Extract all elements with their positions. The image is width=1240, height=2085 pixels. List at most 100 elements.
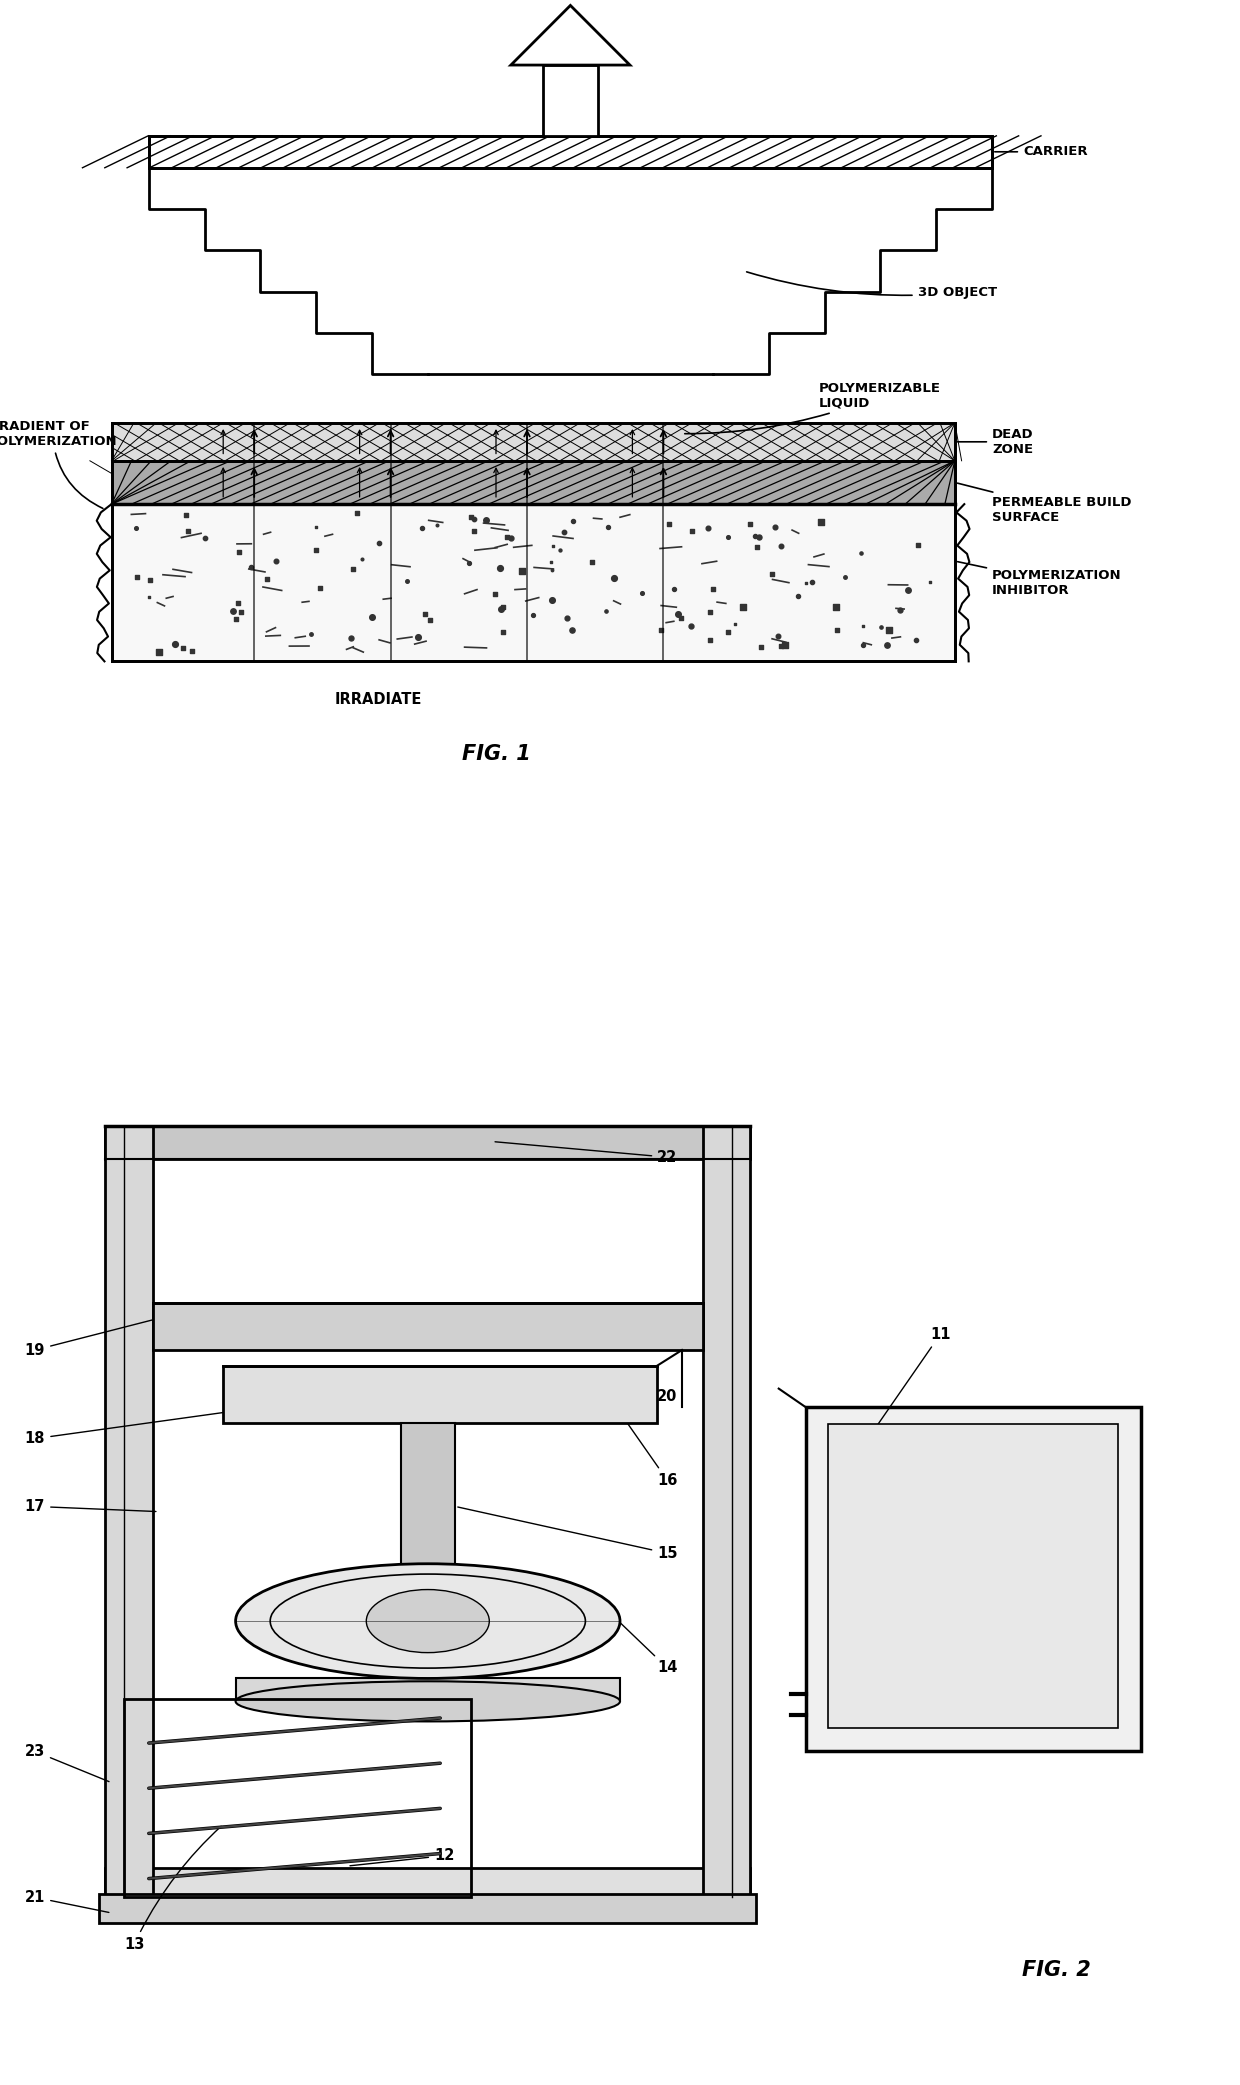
Text: DEAD
ZONE: DEAD ZONE <box>957 427 1034 457</box>
Point <box>461 500 481 534</box>
FancyBboxPatch shape <box>105 1868 750 1897</box>
Point <box>890 592 910 626</box>
Point <box>853 609 873 642</box>
Point <box>126 511 146 544</box>
Point <box>485 578 505 611</box>
Point <box>139 580 159 613</box>
FancyBboxPatch shape <box>806 1407 1141 1751</box>
Point <box>476 502 496 536</box>
Point <box>765 511 785 544</box>
Ellipse shape <box>236 1564 620 1678</box>
Point <box>745 519 765 553</box>
Point <box>497 519 517 553</box>
Point <box>909 528 929 561</box>
Point <box>740 507 760 540</box>
Point <box>563 613 583 646</box>
Point <box>827 613 847 646</box>
Point <box>682 609 702 642</box>
Point <box>428 509 448 542</box>
Point <box>179 515 198 548</box>
Point <box>853 630 873 663</box>
Point <box>491 592 511 626</box>
Point <box>549 534 569 567</box>
Point <box>660 507 680 540</box>
Point <box>682 515 702 548</box>
Point <box>301 617 321 651</box>
Text: FIG. 2: FIG. 2 <box>1023 1960 1091 1981</box>
Point <box>898 573 918 607</box>
Point <box>176 498 196 532</box>
Point <box>420 603 440 636</box>
Polygon shape <box>112 505 955 661</box>
Point <box>879 613 899 646</box>
Point <box>701 596 720 630</box>
Point <box>877 628 897 661</box>
FancyBboxPatch shape <box>703 1126 750 1897</box>
Text: FIG. 1: FIG. 1 <box>461 744 531 763</box>
FancyBboxPatch shape <box>105 1126 750 1159</box>
Point <box>671 603 691 636</box>
Point <box>920 565 940 598</box>
Point <box>228 536 248 569</box>
Point <box>494 615 513 648</box>
Point <box>408 619 428 653</box>
Point <box>257 561 277 594</box>
Point <box>543 530 563 563</box>
Point <box>787 580 807 613</box>
Text: 13: 13 <box>124 1826 221 1952</box>
Point <box>667 596 687 630</box>
Text: 19: 19 <box>25 1314 175 1357</box>
Point <box>310 571 330 605</box>
Ellipse shape <box>366 1589 490 1653</box>
Polygon shape <box>149 136 992 169</box>
Text: POLYMERIZABLE
LIQUID: POLYMERIZABLE LIQUID <box>684 382 940 434</box>
Point <box>342 553 362 586</box>
Text: GRADIENT OF
POLYMERIZATION: GRADIENT OF POLYMERIZATION <box>0 419 118 509</box>
Point <box>801 565 821 598</box>
Point <box>598 511 618 544</box>
Text: 23: 23 <box>25 1743 109 1781</box>
Point <box>126 561 146 594</box>
Point <box>412 511 432 544</box>
Point <box>851 536 870 569</box>
Point <box>718 521 738 555</box>
FancyBboxPatch shape <box>153 1303 703 1351</box>
Point <box>174 632 193 665</box>
Point <box>140 563 160 596</box>
Point <box>563 505 583 538</box>
Point <box>306 511 326 544</box>
Point <box>698 511 718 544</box>
Text: 20: 20 <box>598 1376 677 1405</box>
Ellipse shape <box>236 1681 620 1722</box>
Point <box>631 578 651 611</box>
Point <box>733 590 753 623</box>
Point <box>906 623 926 657</box>
Point <box>341 621 361 655</box>
FancyBboxPatch shape <box>105 1126 153 1897</box>
Polygon shape <box>543 65 598 136</box>
Text: 14: 14 <box>610 1612 677 1676</box>
Polygon shape <box>112 423 955 461</box>
Text: IRRADIATE: IRRADIATE <box>335 692 422 707</box>
Point <box>182 634 202 667</box>
Point <box>750 630 770 663</box>
Point <box>554 515 574 548</box>
Point <box>397 565 417 598</box>
Text: CARRIER: CARRIER <box>994 146 1087 158</box>
Point <box>265 544 285 578</box>
Point <box>459 546 479 580</box>
FancyBboxPatch shape <box>236 1678 620 1701</box>
Point <box>557 603 577 636</box>
Text: 11: 11 <box>869 1326 951 1437</box>
Polygon shape <box>511 6 630 65</box>
Point <box>542 553 562 586</box>
Text: 18: 18 <box>25 1407 258 1447</box>
Text: PERMEABLE BUILD
SURFACE: PERMEABLE BUILD SURFACE <box>957 484 1131 523</box>
Point <box>465 515 485 548</box>
Text: 3D OBJECT: 3D OBJECT <box>746 271 997 300</box>
FancyBboxPatch shape <box>99 1893 756 1922</box>
Point <box>718 615 738 648</box>
Point <box>596 594 616 628</box>
Text: POLYMERIZATION
INHIBITOR: POLYMERIZATION INHIBITOR <box>957 561 1122 596</box>
Point <box>415 598 435 632</box>
